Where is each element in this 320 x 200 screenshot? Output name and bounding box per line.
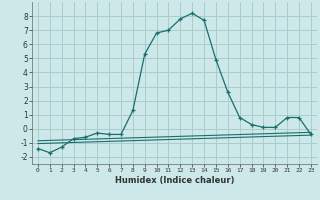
X-axis label: Humidex (Indice chaleur): Humidex (Indice chaleur)	[115, 176, 234, 185]
